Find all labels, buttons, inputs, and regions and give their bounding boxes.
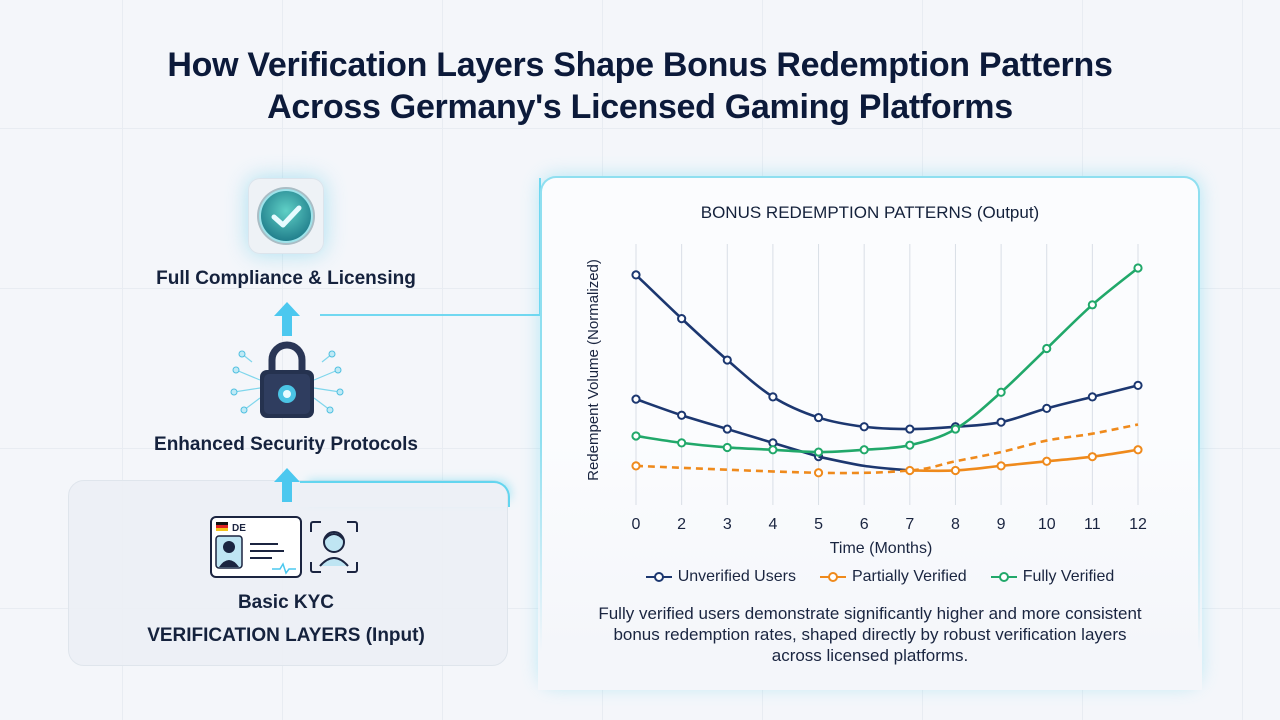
id-card-icon: DE bbox=[210, 516, 302, 578]
legend-marker-partial bbox=[819, 572, 846, 582]
data-point bbox=[1133, 445, 1143, 455]
data-point bbox=[859, 422, 869, 432]
data-point bbox=[996, 417, 1006, 427]
legend-marker-unverified bbox=[645, 572, 672, 582]
data-point bbox=[996, 387, 1006, 397]
data-point bbox=[677, 410, 687, 420]
legend-item-fully: Fully Verified bbox=[990, 568, 1115, 586]
x-tick-label: 12 bbox=[1129, 516, 1147, 533]
layer-label-enhanced-security: Enhanced Security Protocols bbox=[154, 434, 418, 455]
connector-line bbox=[320, 178, 541, 316]
x-tick-label: 6 bbox=[860, 516, 869, 533]
line-chart: 0 2 3 4 5 6 7 8 9 10 11 12 Time (Months) Redempent … bbox=[585, 244, 1147, 557]
data-point bbox=[722, 424, 732, 434]
data-point bbox=[631, 394, 641, 404]
chart-legend: Unverified Users Partially Verified Full… bbox=[620, 568, 1140, 586]
x-tick-label: 3 bbox=[723, 516, 732, 533]
section-label-verification-layers: VERIFICATION LAYERS (Input) bbox=[147, 625, 425, 646]
x-axis-label: Time (Months) bbox=[830, 540, 933, 557]
data-point bbox=[631, 461, 641, 471]
data-point bbox=[813, 447, 824, 457]
legend-label-fully: Fully Verified bbox=[1022, 568, 1115, 585]
chart-grid bbox=[635, 244, 1139, 505]
data-point bbox=[1042, 403, 1052, 413]
x-tick-label: 10 bbox=[1038, 516, 1056, 533]
data-point bbox=[722, 355, 732, 365]
data-point bbox=[905, 440, 915, 450]
x-tick-label: 0 bbox=[632, 516, 641, 533]
series-line bbox=[909, 448, 1139, 473]
kyc-panel-glow bbox=[300, 481, 510, 507]
data-point bbox=[1087, 392, 1097, 402]
x-tick-label: 11 bbox=[1084, 516, 1101, 533]
data-point bbox=[1042, 343, 1052, 354]
face-scan-icon bbox=[310, 521, 358, 573]
data-point bbox=[950, 465, 961, 476]
data-point bbox=[677, 314, 687, 324]
series-line bbox=[635, 273, 1139, 431]
x-tick-label: 5 bbox=[814, 516, 823, 533]
layer-label-full-compliance: Full Compliance & Licensing bbox=[156, 268, 416, 289]
page-title: How Verification Layers Shape Bonus Rede… bbox=[60, 44, 1220, 128]
data-point bbox=[631, 431, 641, 441]
check-badge-icon bbox=[248, 178, 324, 254]
layer-label-basic-kyc: Basic KYC bbox=[237, 592, 335, 613]
x-tick-label: 9 bbox=[997, 516, 1006, 533]
data-point bbox=[996, 461, 1006, 471]
data-point bbox=[859, 445, 869, 455]
legend-label-partial: Partially Verified bbox=[851, 568, 967, 585]
id-card-country: DE bbox=[232, 523, 246, 534]
chart-series bbox=[631, 263, 1143, 478]
data-point bbox=[950, 424, 961, 434]
data-point bbox=[1133, 380, 1143, 390]
data-point bbox=[768, 392, 778, 402]
data-point bbox=[631, 270, 641, 280]
series-line bbox=[818, 455, 910, 472]
data-point bbox=[905, 465, 915, 476]
data-point bbox=[677, 438, 687, 448]
data-point bbox=[813, 468, 824, 478]
data-point bbox=[1042, 456, 1052, 466]
data-point bbox=[1087, 300, 1097, 310]
data-point bbox=[768, 445, 778, 455]
y-axis-label: Redempent Volume (Normalized) bbox=[585, 259, 602, 481]
x-tick-label: 7 bbox=[905, 516, 914, 533]
data-point bbox=[813, 412, 824, 423]
series-line bbox=[635, 423, 1139, 475]
chart-title: BONUS REDEMPTION PATTERNS (Output) bbox=[700, 203, 1040, 222]
data-point bbox=[722, 442, 732, 453]
legend-item-unverified: Unverified Users bbox=[645, 568, 796, 586]
legend-marker-fully bbox=[990, 572, 1017, 582]
data-point bbox=[1087, 452, 1097, 462]
data-point bbox=[1133, 263, 1143, 273]
title-line-2: Across Germany's Licensed Gaming Platfor… bbox=[267, 88, 1013, 126]
x-tick-label: 8 bbox=[951, 516, 960, 533]
x-tick-label: 4 bbox=[768, 516, 777, 533]
x-tick-label: 2 bbox=[677, 516, 686, 533]
legend-item-partial: Partially Verified bbox=[819, 568, 967, 586]
legend-label-unverified: Unverified Users bbox=[677, 568, 796, 585]
title-line-1: How Verification Layers Shape Bonus Rede… bbox=[167, 46, 1113, 84]
data-point bbox=[905, 424, 915, 434]
up-arrow-icon bbox=[274, 468, 300, 502]
up-arrow-icon bbox=[274, 302, 300, 336]
padlock-network-icon bbox=[230, 341, 344, 418]
chart-panel-fade bbox=[538, 440, 1202, 690]
x-tick-labels: 0 2 3 4 5 6 7 8 9 10 11 12 bbox=[632, 516, 1147, 533]
chart-summary: Fully verified users demonstrate signifi… bbox=[598, 604, 1142, 665]
